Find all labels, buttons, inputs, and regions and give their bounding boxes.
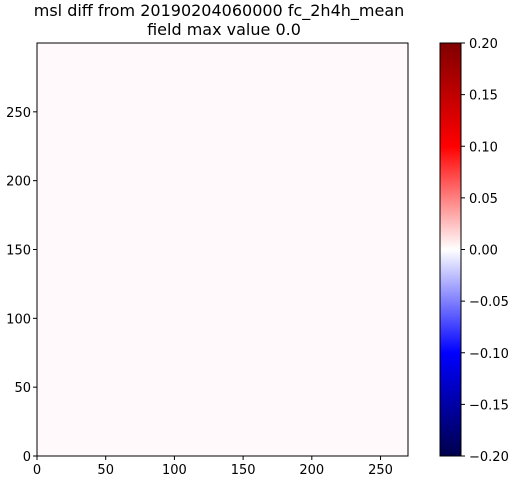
y-tick-label: 100	[6, 312, 31, 327]
colorbar-tick-label: −0.15	[469, 398, 509, 413]
x-tick-label: 0	[33, 463, 41, 478]
colorbar	[439, 42, 462, 457]
colorbar-tick-label: 0.10	[469, 140, 498, 155]
y-tick-label: 0	[23, 450, 31, 465]
colorbar-tick-label: 0.05	[469, 192, 498, 207]
x-tick-label: 250	[368, 463, 393, 478]
x-tick-label: 50	[97, 463, 114, 478]
y-tick-label: 50	[14, 381, 31, 396]
y-axis: 0 50 100 150 200 250	[6, 106, 37, 465]
y-tick-label: 200	[6, 175, 31, 190]
y-tick-label: 250	[6, 106, 31, 121]
colorbar-tick-label: −0.20	[469, 450, 509, 465]
colorbar-axis: −0.20 −0.15 −0.10 −0.05 0.00 0.05 0.10 0.15 0.20	[461, 37, 509, 465]
colorbar-tick-label: −0.05	[469, 295, 509, 310]
colorbar-tick-label: 0.15	[469, 89, 498, 104]
x-axis: 0 50 100 150 200 250	[33, 456, 393, 478]
chart-subtitle: field max value 0.0	[147, 20, 301, 39]
x-tick-label: 150	[231, 463, 256, 478]
chart-title: msl diff from 20190204060000 fc_2h4h_mea…	[34, 1, 405, 21]
colorbar-tick-label: −0.10	[469, 347, 509, 362]
y-tick-label: 150	[6, 244, 31, 259]
heatmap-field	[37, 43, 408, 456]
colorbar-tick-label: 0.20	[469, 37, 498, 52]
x-tick-label: 100	[162, 463, 187, 478]
x-tick-label: 200	[299, 463, 324, 478]
colorbar-tick-label: 0.00	[469, 244, 498, 259]
